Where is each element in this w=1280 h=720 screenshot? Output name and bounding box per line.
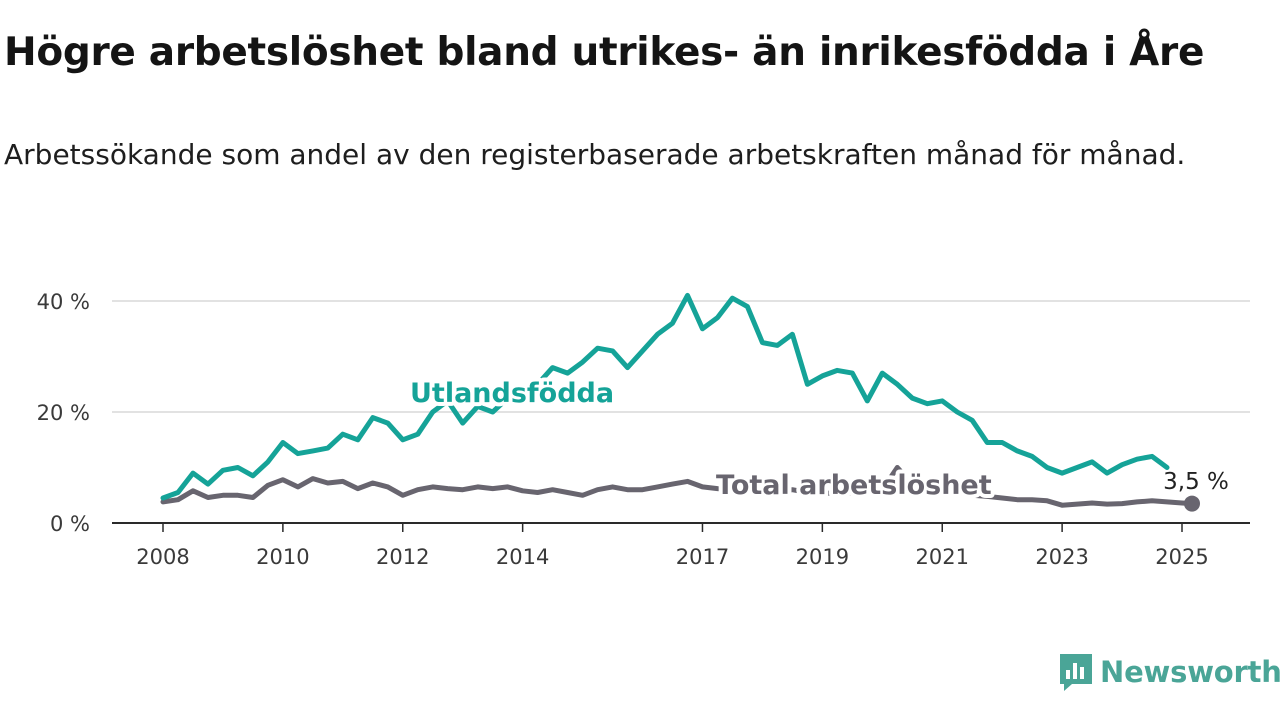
x-tick-label: 2021 [916,545,969,569]
x-tick-label: 2014 [496,545,549,569]
x-tick-label: 2025 [1155,545,1208,569]
series-line-utlandsfodda [160,292,1170,501]
axes: 0 % 20 % 40 % 2008 2010 2012 2014 2017 2019 2021 2… [37,290,1250,569]
end-value-label: 3,5 % [1163,469,1229,495]
y-tick-label: 20 % [37,401,90,425]
x-tick-label: 2023 [1035,545,1088,569]
chart-title: Högre arbetslöshet bland utrikes- än inr… [4,30,1205,75]
bar-chart-speech-bubble-icon [1060,654,1092,691]
x-tick-label: 2012 [376,545,429,569]
series-line-total [160,465,1195,508]
series-lines [160,292,1200,512]
x-tick-label: 2008 [136,545,189,569]
series-label-utlandsfodda: Utlandsfödda [410,378,614,409]
y-tick-label: 0 % [50,512,90,536]
x-tick-label: 2010 [256,545,309,569]
gridlines [112,300,1250,413]
y-tick-label: 40 % [37,290,90,314]
chart-subtitle: Arbetssökande som andel av den registerb… [4,138,1186,171]
series-label-utlandsfodda-halo: Utlandsfödda [410,378,614,409]
series-label-total-halo: Total arbetslöshet [716,470,992,501]
brand-name: Newsworthy [1100,655,1280,689]
series-label-total: Total arbetslöshet [716,470,992,501]
x-tick-label: 2017 [676,545,729,569]
end-point-dot [1183,495,1200,512]
x-tick-label: 2019 [796,545,849,569]
brand-logo: Newsworthy [1058,652,1280,692]
